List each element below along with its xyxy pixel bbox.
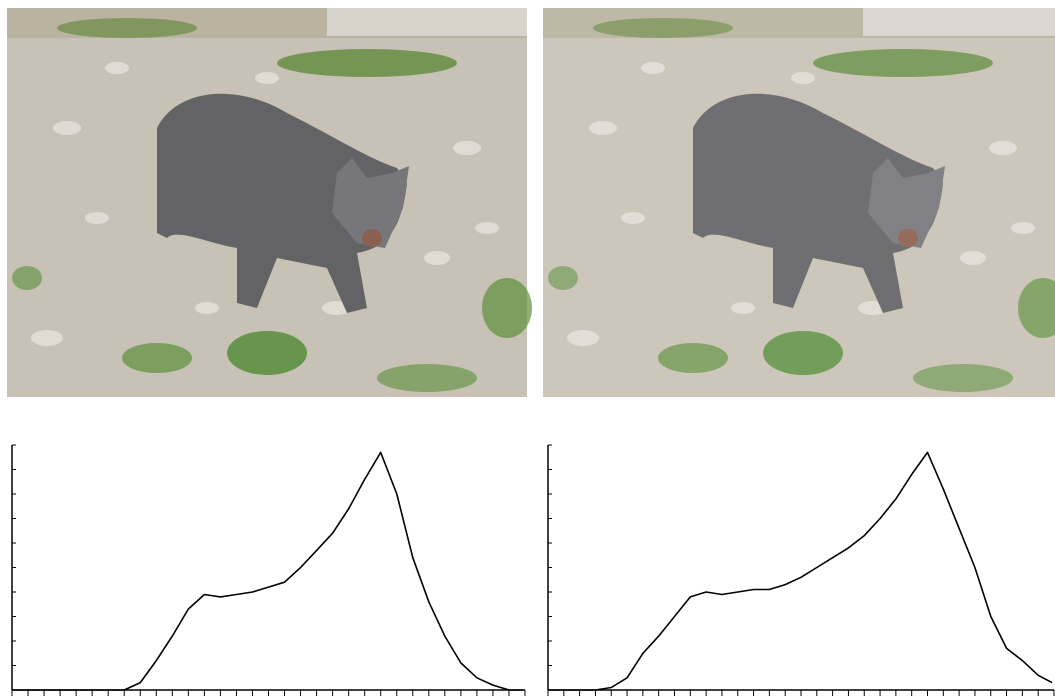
page: (() => { const data = JSON.parse(documen… bbox=[0, 0, 1055, 698]
histogram-line bbox=[548, 452, 1052, 690]
photo-original bbox=[7, 8, 532, 397]
figure bbox=[0, 0, 1055, 698]
histogram-line bbox=[12, 452, 523, 690]
photo-processed-tint bbox=[543, 8, 1055, 397]
